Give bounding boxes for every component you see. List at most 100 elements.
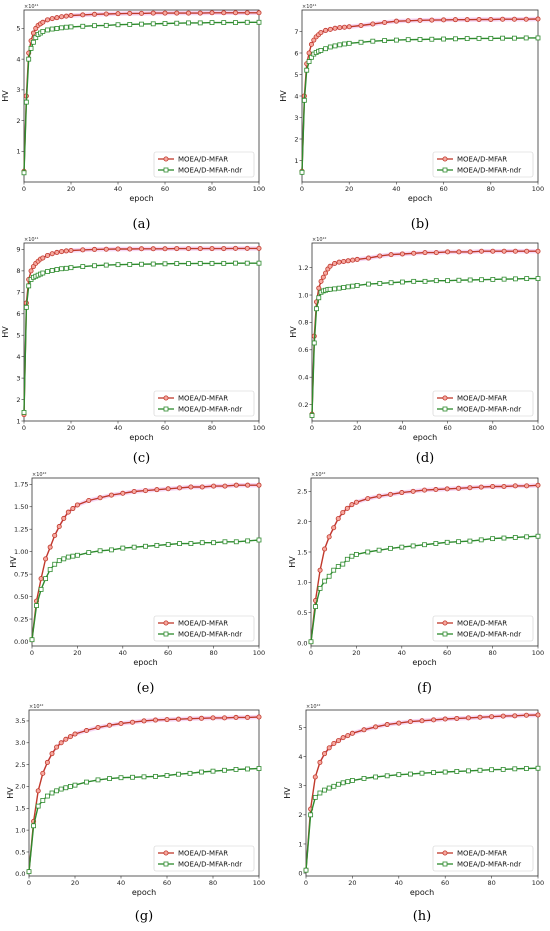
data-point bbox=[80, 264, 86, 269]
data-point bbox=[441, 36, 447, 42]
data-point bbox=[244, 245, 250, 251]
data-point bbox=[162, 246, 168, 252]
legend: MOEA/D-MFAR MOEA/D-MFAR-ndr bbox=[432, 151, 534, 178]
data-point bbox=[30, 30, 36, 36]
data-point bbox=[454, 769, 460, 774]
data-point bbox=[86, 497, 92, 503]
legend-mfar: MOEA/D-MFAR bbox=[437, 619, 507, 627]
y-tick-label: 1.0 bbox=[297, 579, 307, 587]
data-point bbox=[197, 246, 203, 252]
data-point bbox=[63, 24, 69, 30]
legend-mfar-ndr: MOEA/D-MFAR-ndr bbox=[158, 860, 242, 868]
legend-marker bbox=[163, 861, 169, 867]
data-point bbox=[38, 576, 44, 582]
chart-panel-c: 0 20 40 60 80 100 1 2 3 4 5 6 7 8 9 ×10¹¹ epoch HV MOEA/D-… bbox=[1, 237, 265, 466]
data-point bbox=[68, 784, 73, 789]
data-point bbox=[54, 744, 60, 750]
y-axis-label: HV bbox=[9, 556, 18, 568]
legend-box bbox=[432, 615, 534, 642]
y-tick-label: 1.50 bbox=[14, 503, 28, 511]
data-point bbox=[29, 637, 35, 643]
data-point bbox=[80, 23, 86, 29]
data-point bbox=[452, 17, 458, 23]
data-point bbox=[524, 276, 530, 282]
data-point bbox=[150, 10, 156, 16]
data-point bbox=[308, 41, 314, 47]
legend-mfar-ndr: MOEA/D-MFAR-ndr bbox=[158, 630, 242, 638]
data-point bbox=[115, 22, 121, 28]
data-point bbox=[332, 25, 338, 31]
data-point bbox=[421, 487, 427, 493]
y-tick-label: 3.5 bbox=[15, 717, 25, 725]
data-point bbox=[40, 19, 46, 25]
data-point bbox=[422, 278, 428, 284]
y-tick-label: 1 bbox=[298, 840, 302, 848]
data-point bbox=[304, 67, 310, 73]
data-point bbox=[501, 276, 507, 282]
legend-marker bbox=[442, 620, 448, 626]
data-point bbox=[337, 25, 343, 31]
y-tick-label: 2 bbox=[16, 117, 20, 125]
data-point bbox=[80, 247, 86, 253]
data-point bbox=[327, 44, 333, 50]
data-point bbox=[490, 277, 496, 282]
data-point bbox=[405, 18, 411, 24]
data-point bbox=[512, 35, 517, 41]
y-tick-label: 0.0 bbox=[15, 870, 25, 878]
series-mfar-ndr bbox=[21, 19, 262, 176]
x-tick-label: 40 bbox=[114, 185, 122, 193]
data-point bbox=[322, 751, 328, 757]
data-point bbox=[500, 35, 506, 41]
data-point bbox=[477, 767, 483, 773]
legend-label: MOEA/D-MFAR bbox=[178, 619, 228, 627]
data-point bbox=[361, 776, 367, 781]
data-point bbox=[222, 539, 228, 545]
data-point bbox=[162, 21, 168, 26]
data-point bbox=[445, 249, 451, 255]
legend-mfar-ndr: MOEA/D-MFAR-ndr bbox=[437, 405, 521, 413]
data-point bbox=[524, 483, 530, 489]
data-point bbox=[49, 251, 55, 257]
y-tick-label: 2.5 bbox=[15, 761, 25, 769]
data-point bbox=[58, 786, 64, 792]
data-point bbox=[353, 552, 359, 557]
x-tick-label: 0 bbox=[22, 185, 26, 193]
data-point bbox=[322, 578, 328, 584]
data-point bbox=[256, 714, 262, 720]
legend-label: MOEA/D-MFAR bbox=[178, 849, 228, 857]
y-tick-label: 6 bbox=[16, 310, 20, 318]
data-point bbox=[198, 715, 204, 721]
data-point bbox=[465, 715, 471, 721]
data-point bbox=[54, 788, 59, 794]
data-point bbox=[211, 483, 217, 489]
data-point bbox=[244, 260, 250, 266]
data-point bbox=[92, 11, 98, 17]
data-point bbox=[256, 10, 262, 16]
legend-label: MOEA/D-MFAR bbox=[457, 619, 507, 627]
data-point bbox=[188, 541, 194, 546]
data-point bbox=[30, 264, 36, 270]
y-axis-exponent: ×10¹² bbox=[29, 704, 44, 710]
data-point bbox=[396, 772, 402, 778]
data-point bbox=[467, 485, 473, 491]
data-point bbox=[118, 775, 124, 781]
data-point bbox=[56, 558, 62, 564]
series-mfar-ndr bbox=[26, 766, 262, 875]
data-point bbox=[109, 547, 114, 553]
data-point bbox=[221, 20, 227, 25]
data-point bbox=[164, 773, 170, 778]
legend-marker bbox=[163, 631, 169, 637]
data-point bbox=[332, 286, 338, 292]
data-point bbox=[150, 246, 156, 252]
data-point bbox=[115, 246, 121, 252]
data-point bbox=[467, 277, 473, 283]
data-point bbox=[331, 525, 337, 531]
data-point bbox=[186, 261, 191, 266]
panel-caption: (a) bbox=[133, 217, 151, 232]
data-point bbox=[442, 769, 448, 775]
data-point bbox=[95, 724, 101, 730]
legend-box bbox=[153, 845, 255, 872]
data-point bbox=[103, 11, 109, 17]
data-point bbox=[376, 493, 382, 499]
data-point bbox=[442, 716, 448, 722]
